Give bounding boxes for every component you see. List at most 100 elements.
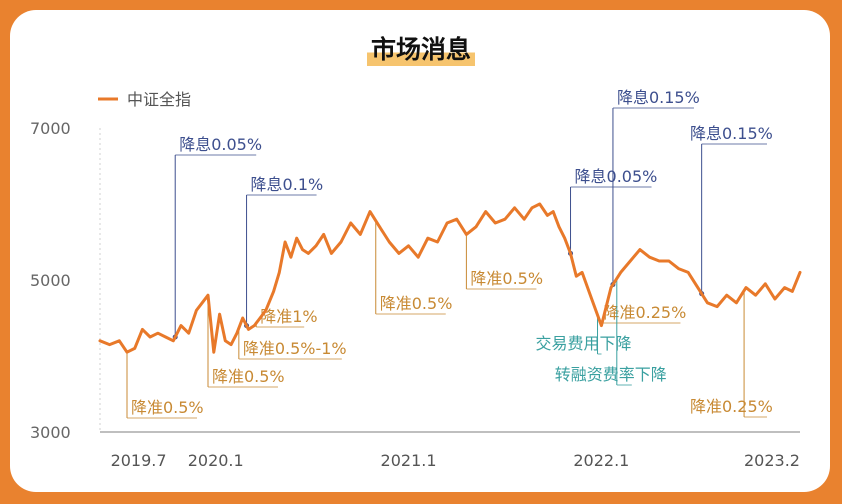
data-point [638,248,642,251]
data-point [295,237,298,240]
data-point [407,244,410,247]
data-point [349,221,352,225]
annotation-label: 降息0.1% [251,175,324,194]
data-point [744,286,748,289]
data-point [667,259,671,263]
y-tick-label: 3000 [30,423,71,442]
annotation-label: 降息0.15% [617,88,700,107]
annotation-label: 降准1% [260,307,317,326]
data-point [330,252,333,255]
legend-label: 中证全指 [127,90,191,109]
data-point [629,259,632,263]
annotation-label: 降息0.15% [690,124,773,143]
data-point [798,271,802,274]
data-point [241,316,244,320]
data-point [397,252,401,255]
data-point [465,233,468,236]
data-point [580,271,584,274]
data-point [179,324,183,327]
data-point [359,233,362,236]
data-point [235,332,239,335]
data-point [696,286,699,289]
data-point [773,297,777,301]
data-point [563,237,566,240]
data-point [195,309,198,312]
data-point [791,290,794,293]
data-point [551,210,555,213]
data-point [322,233,325,236]
data-point [339,240,343,244]
annotation-label: 降准0.5% [470,269,543,288]
data-point [201,301,204,304]
data-point [301,248,304,251]
annotation-label: 交易费用下降 [536,334,632,353]
data-point [278,271,281,274]
data-point [783,286,786,289]
data-point [725,294,728,297]
annotation-label: 转融资费率下降 [555,365,667,384]
data-point [253,324,256,327]
data-point [436,240,439,244]
data-point [494,221,497,225]
data-point [569,252,572,255]
data-point [609,286,613,289]
data-point [426,237,430,240]
data-point [503,218,507,221]
annotation-label: 降息0.05% [179,135,262,154]
data-point [125,351,129,354]
data-point [289,256,293,259]
data-point [557,225,561,228]
data-point [523,218,526,221]
x-tick-label: 2022.1 [573,451,629,470]
data-point [141,328,144,331]
y-tick-label: 5000 [30,271,71,290]
annotation-label: 降准0.5% [212,367,285,386]
data-point [546,214,549,217]
data-point [416,256,420,259]
data-point [283,240,287,244]
data-point [172,339,175,342]
data-point [474,225,478,228]
data-point [648,256,651,259]
series-line [98,202,802,354]
data-point [164,335,167,339]
data-point [706,301,709,304]
data-point [148,335,152,339]
data-point [187,332,190,335]
data-point [258,316,262,320]
data-point [538,202,541,206]
data-point [677,267,680,270]
data-point [156,332,160,335]
data-point [600,324,603,327]
data-point [513,206,516,209]
data-point [590,297,593,301]
annotation-label: 降准0.5% [380,294,453,313]
data-point [378,225,381,228]
data-point [133,347,136,350]
data-point [212,351,215,354]
data-point [118,339,121,342]
data-point [98,339,102,342]
annotation-label: 降息0.05% [575,167,658,186]
data-point [575,275,578,278]
data-point [530,206,534,209]
data-point [272,290,275,293]
data-point [686,271,690,274]
data-point [218,313,221,316]
data-point [754,294,757,297]
data-point [735,301,738,304]
data-point [484,210,487,213]
data-point [307,252,310,255]
data-point [388,240,391,244]
data-point [206,294,210,297]
data-point [764,282,767,285]
data-point [455,218,458,221]
data-point [229,343,233,346]
data-point [368,210,372,213]
data-point [247,328,250,331]
x-tick-label: 2021.1 [381,451,437,470]
y-tick-label: 7000 [30,119,71,138]
data-point [715,305,719,308]
annotation-label: 降准0.5% [131,398,204,417]
annotation-label: 降准0.25% [690,397,773,416]
